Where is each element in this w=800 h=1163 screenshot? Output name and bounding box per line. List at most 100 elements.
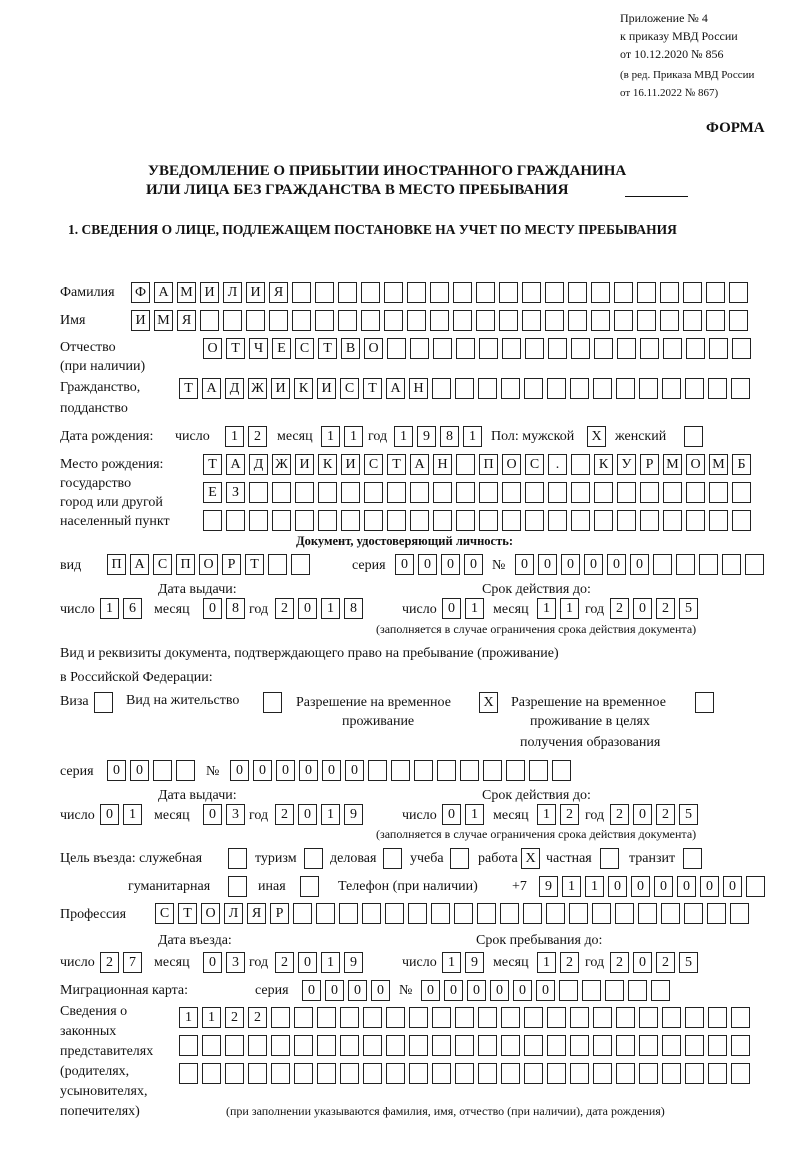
char-cell[interactable] (249, 510, 268, 531)
char-cell[interactable]: И (246, 282, 265, 303)
char-cell[interactable] (731, 1035, 750, 1056)
char-cell[interactable] (499, 282, 518, 303)
char-cell[interactable]: 1 (321, 426, 340, 447)
char-cell[interactable] (453, 310, 472, 331)
char-cell[interactable]: В (341, 338, 360, 359)
char-cell[interactable] (591, 310, 610, 331)
char-cell[interactable] (628, 980, 647, 1001)
char-cell[interactable] (455, 1063, 474, 1084)
char-cell[interactable]: М (663, 454, 682, 475)
char-cell[interactable]: 1 (562, 876, 581, 897)
char-cell[interactable]: Т (318, 338, 337, 359)
temp-residence-checkbox[interactable]: X (479, 692, 498, 713)
char-cell[interactable] (662, 1063, 681, 1084)
char-cell[interactable] (409, 1007, 428, 1028)
char-cell[interactable] (605, 980, 624, 1001)
char-cell[interactable]: 9 (344, 804, 363, 825)
char-cell[interactable]: И (317, 378, 336, 399)
char-cell[interactable] (570, 378, 589, 399)
char-cell[interactable]: 0 (253, 760, 272, 781)
char-cell[interactable] (407, 310, 426, 331)
char-cell[interactable]: 7 (123, 952, 142, 973)
char-cell[interactable] (524, 378, 543, 399)
char-cell[interactable] (483, 760, 502, 781)
char-cell[interactable] (685, 1007, 704, 1028)
char-cell[interactable]: 1 (463, 426, 482, 447)
char-cell[interactable] (732, 482, 751, 503)
purpose-tourism-checkbox[interactable] (304, 848, 323, 869)
char-cell[interactable] (272, 482, 291, 503)
char-cell[interactable]: 0 (203, 598, 222, 619)
char-cell[interactable]: 1 (394, 426, 413, 447)
char-cell[interactable] (732, 338, 751, 359)
char-cell[interactable]: 0 (299, 760, 318, 781)
char-cell[interactable]: А (410, 454, 429, 475)
char-cell[interactable] (384, 282, 403, 303)
char-cell[interactable]: А (386, 378, 405, 399)
char-cell[interactable]: К (594, 454, 613, 475)
char-cell[interactable]: О (201, 903, 220, 924)
char-cell[interactable]: О (502, 454, 521, 475)
char-cell[interactable] (547, 1007, 566, 1028)
char-cell[interactable] (339, 903, 358, 924)
char-cell[interactable]: И (131, 310, 150, 331)
char-cell[interactable]: Я (177, 310, 196, 331)
char-cell[interactable] (433, 482, 452, 503)
char-cell[interactable]: О (364, 338, 383, 359)
char-cell[interactable] (153, 760, 172, 781)
char-cell[interactable]: 9 (417, 426, 436, 447)
char-cell[interactable] (317, 1035, 336, 1056)
char-cell[interactable] (292, 282, 311, 303)
char-cell[interactable] (663, 482, 682, 503)
char-cell[interactable] (523, 903, 542, 924)
char-cell[interactable]: 2 (248, 1007, 267, 1028)
char-cell[interactable] (315, 310, 334, 331)
char-cell[interactable] (708, 1063, 727, 1084)
char-cell[interactable]: С (364, 454, 383, 475)
char-cell[interactable]: 0 (421, 980, 440, 1001)
purpose-study-checkbox[interactable] (450, 848, 469, 869)
char-cell[interactable] (268, 554, 287, 575)
char-cell[interactable] (593, 378, 612, 399)
char-cell[interactable]: С (525, 454, 544, 475)
char-cell[interactable] (455, 378, 474, 399)
char-cell[interactable] (410, 482, 429, 503)
char-cell[interactable]: Т (363, 378, 382, 399)
char-cell[interactable] (338, 310, 357, 331)
char-cell[interactable]: 0 (442, 598, 461, 619)
char-cell[interactable] (432, 1063, 451, 1084)
char-cell[interactable] (479, 482, 498, 503)
char-cell[interactable] (709, 482, 728, 503)
purpose-official-checkbox[interactable] (228, 848, 247, 869)
char-cell[interactable] (722, 554, 741, 575)
char-cell[interactable]: М (177, 282, 196, 303)
char-cell[interactable] (617, 338, 636, 359)
char-cell[interactable]: Н (409, 378, 428, 399)
char-cell[interactable] (430, 310, 449, 331)
char-cell[interactable] (663, 338, 682, 359)
char-cell[interactable] (708, 1007, 727, 1028)
char-cell[interactable]: 0 (298, 598, 317, 619)
char-cell[interactable] (614, 310, 633, 331)
char-cell[interactable]: 0 (203, 804, 222, 825)
char-cell[interactable] (547, 1063, 566, 1084)
char-cell[interactable] (500, 903, 519, 924)
sex-male-checkbox[interactable]: X (587, 426, 606, 447)
char-cell[interactable]: П (176, 554, 195, 575)
char-cell[interactable] (568, 310, 587, 331)
char-cell[interactable] (706, 282, 725, 303)
char-cell[interactable]: 0 (607, 554, 626, 575)
char-cell[interactable] (571, 482, 590, 503)
char-cell[interactable] (571, 454, 590, 475)
char-cell[interactable] (478, 1063, 497, 1084)
char-cell[interactable]: 1 (560, 598, 579, 619)
char-cell[interactable]: 0 (276, 760, 295, 781)
char-cell[interactable] (362, 903, 381, 924)
char-cell[interactable]: 0 (633, 598, 652, 619)
char-cell[interactable] (433, 510, 452, 531)
char-cell[interactable] (317, 1063, 336, 1084)
char-cell[interactable]: 0 (325, 980, 344, 1001)
char-cell[interactable] (501, 1063, 520, 1084)
char-cell[interactable]: 0 (322, 760, 341, 781)
char-cell[interactable]: Ж (272, 454, 291, 475)
